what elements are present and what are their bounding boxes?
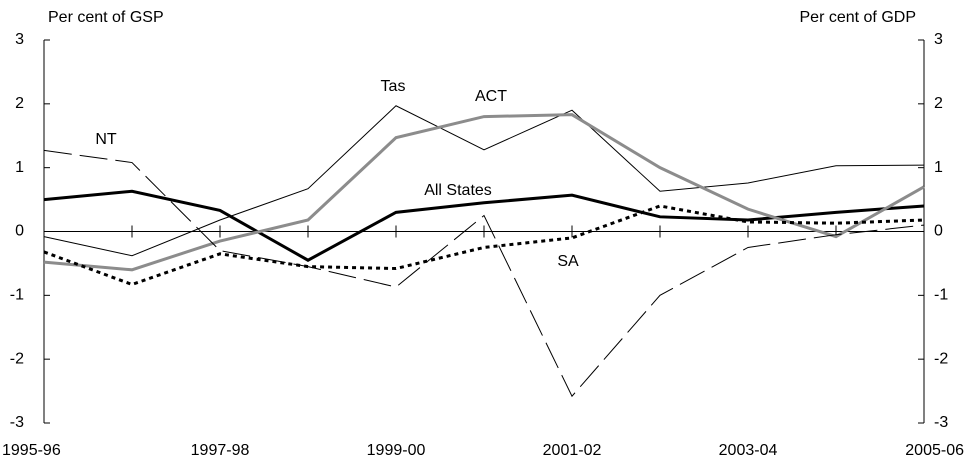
y2-axis-title: Per cent of GDP [800, 9, 917, 26]
series-label: All States [424, 182, 492, 199]
series-label: SA [557, 253, 579, 270]
y2-tick-label: -3 [934, 414, 948, 431]
series-line [43, 113, 925, 272]
y2-tick-label: 1 [934, 159, 943, 176]
y2-tick-label: 3 [934, 31, 943, 48]
x-tick-label: 2001-02 [543, 442, 602, 459]
series-line [43, 204, 925, 287]
y-tick-label: 2 [15, 95, 24, 112]
series-label: NT [95, 131, 117, 148]
series-label: ACT [475, 88, 507, 105]
y-tick-label: 1 [15, 159, 24, 176]
y-tick-label: -2 [10, 350, 24, 367]
y-tick-label: -3 [10, 414, 24, 431]
x-tick-label: 2003-04 [719, 442, 778, 459]
series-line [43, 149, 925, 398]
x-tick-label: 2005-06 [905, 442, 964, 459]
y-tick-label: 0 [15, 223, 24, 240]
x-tick-label: 1995-96 [2, 442, 61, 459]
y2-tick-label: 2 [934, 95, 943, 112]
y2-tick-label: -1 [934, 287, 948, 304]
x-tick-label: 1999-00 [367, 442, 426, 459]
x-tick-label: 1997-98 [191, 442, 250, 459]
series-line [43, 105, 925, 257]
y-tick-label: -1 [10, 287, 24, 304]
y-tick-label: 3 [15, 31, 24, 48]
y2-tick-label: 0 [934, 223, 943, 240]
y2-tick-label: -2 [934, 350, 948, 367]
series-label: Tas [381, 78, 406, 95]
y-axis-title: Per cent of GSP [48, 9, 164, 26]
